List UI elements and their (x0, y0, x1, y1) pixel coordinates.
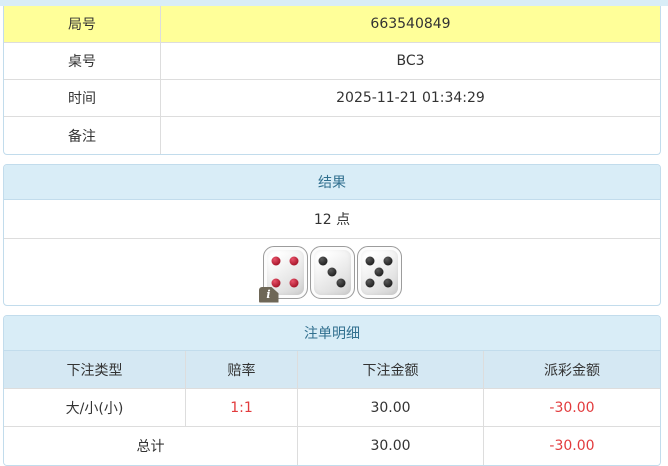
die-3-icon (356, 245, 402, 299)
result-points: 12 点 (4, 200, 660, 239)
total-label-cell: 总计 (4, 427, 298, 465)
table-row-remark: 备注 (4, 117, 660, 154)
total-row: 总计 30.00 -30.00 (4, 427, 660, 465)
bets-header-row: 下注类型 赔率 下注金额 派彩金额 (4, 351, 660, 389)
result-panel: 结果 12 点 i (3, 164, 661, 306)
die-2-wrap (309, 245, 355, 299)
result-panel-title: 结果 (4, 165, 660, 200)
table-row-table-id: 桌号 BC3 (4, 43, 660, 80)
time-value: 2025-11-21 01:34:29 (336, 90, 485, 106)
die-1-wrap: i (258, 245, 308, 303)
col-header-payout-amount: 派彩金额 (544, 362, 600, 379)
game-id-label: 局号 (4, 6, 161, 42)
die-3-wrap (356, 245, 402, 299)
die-2-icon (309, 245, 355, 299)
total-payout-cell: -30.00 (549, 438, 595, 454)
remark-label: 备注 (4, 117, 161, 154)
bets-panel-title: 注单明细 (4, 316, 660, 351)
bet-type-cell: 大/小(小) (4, 389, 186, 426)
table-row-time: 时间 2025-11-21 01:34:29 (4, 80, 660, 117)
remark-value (161, 117, 660, 154)
game-id-value: 663540849 (370, 16, 451, 32)
table-id-label: 桌号 (4, 43, 161, 79)
bets-panel: 注单明细 下注类型 赔率 下注金额 派彩金额 大/小(小) 1:1 30.00 … (3, 315, 661, 466)
table-row-game-id: 局号 663540849 (4, 6, 660, 43)
game-info-panel: 局号 663540849 桌号 BC3 时间 2025-11-21 01:34:… (3, 6, 661, 155)
time-label: 时间 (4, 80, 161, 116)
cut-off-header-strip (0, 0, 668, 6)
info-badge-icon: i (258, 286, 279, 303)
bet-amount-cell: 30.00 (298, 389, 484, 426)
bet-row: 大/小(小) 1:1 30.00 -30.00 (4, 389, 660, 427)
col-header-odds: 赔率 (186, 351, 298, 388)
bet-odds-cell: 1:1 (186, 389, 298, 426)
dice-row: i (4, 239, 660, 305)
col-header-bet-type: 下注类型 (4, 351, 186, 388)
col-header-bet-amount: 下注金额 (298, 351, 484, 388)
total-bet-amount-cell: 30.00 (298, 427, 484, 465)
bet-payout-cell: -30.00 (549, 399, 595, 416)
table-id-value: BC3 (396, 53, 425, 69)
